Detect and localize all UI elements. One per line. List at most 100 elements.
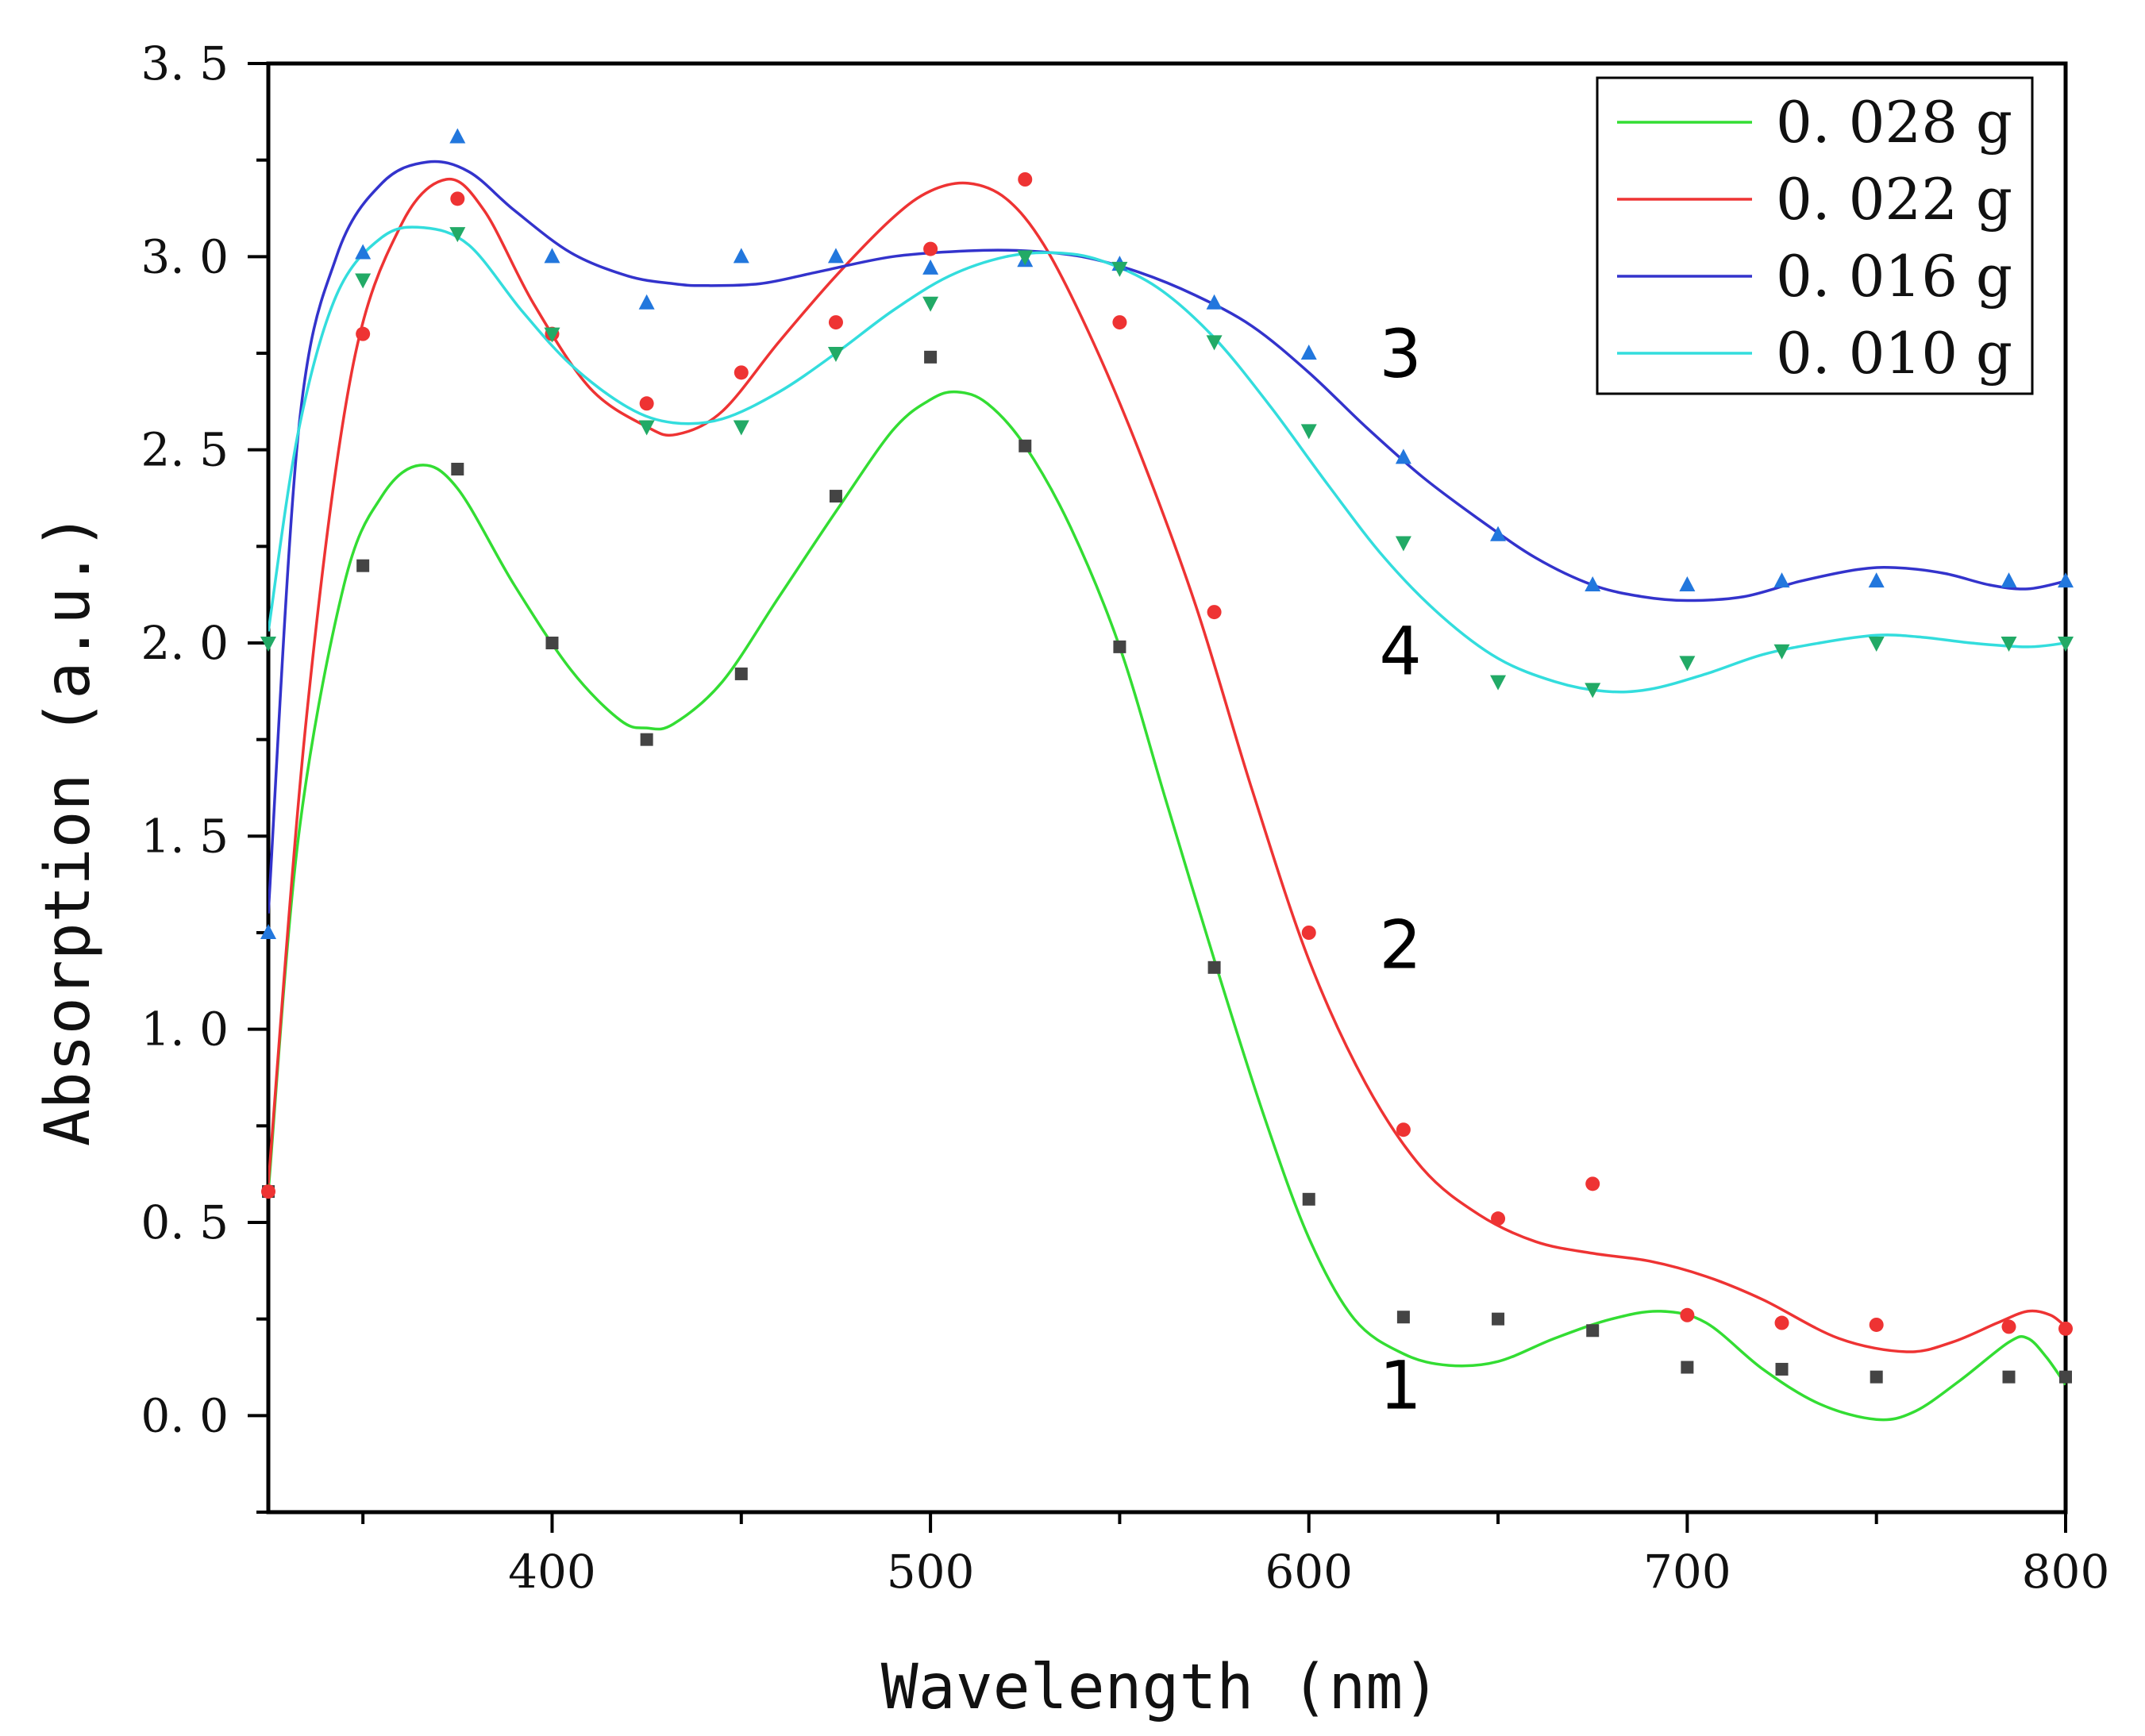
- series-2-point: [1585, 1176, 1600, 1191]
- curve-label-2: 2: [1379, 906, 1421, 984]
- series-4-point: [449, 227, 466, 243]
- series-1-point: [1113, 640, 1126, 653]
- series-4-point: [1490, 675, 1507, 691]
- series-3-point: [2058, 572, 2074, 588]
- series-1-point: [545, 637, 559, 649]
- series-4-point: [260, 637, 276, 652]
- series-4-point: [1111, 261, 1128, 277]
- series-4-point: [1679, 656, 1696, 672]
- series-2-point: [2058, 1321, 2073, 1336]
- y-tick-label: 0. 5: [141, 1195, 229, 1249]
- series-1-point: [734, 667, 748, 680]
- y-tick-label: 2. 0: [141, 616, 229, 670]
- series-3-point: [2001, 572, 2017, 588]
- y-tick-label: 1. 5: [141, 809, 229, 863]
- series-2-point: [1774, 1315, 1789, 1330]
- series-2-point: [923, 241, 938, 256]
- series-4-point: [1868, 637, 1885, 652]
- series-3-point: [1395, 448, 1411, 464]
- series-1-point: [1302, 1192, 1315, 1206]
- axes-layer: 400 500 600 700 800 0. 0 0. 5 1. 0 1. 5 2. 0 2. 5 3…: [141, 37, 2109, 1599]
- series-3-point: [544, 248, 560, 264]
- x-tick-label: 800: [2022, 1545, 2110, 1599]
- legend-label-2: 0. 022 g: [1776, 166, 2012, 233]
- series-2-point: [1680, 1307, 1695, 1322]
- series-4-point: [2001, 637, 2017, 652]
- series-4-point: [1395, 536, 1411, 552]
- series-3-point: [1679, 576, 1696, 591]
- curves-layer: [268, 160, 2066, 1422]
- series-1-point: [2002, 1370, 2016, 1384]
- x-tick-label: 500: [887, 1545, 975, 1599]
- series-1-point: [829, 490, 842, 503]
- series-1-point: [2059, 1370, 2072, 1384]
- series-3-point: [638, 294, 655, 310]
- y-tick-label: 1. 0: [141, 1003, 229, 1057]
- series-1-point: [640, 733, 653, 746]
- series-3-point: [1868, 572, 1885, 588]
- x-tick-label: 700: [1643, 1545, 1731, 1599]
- series-4-point: [1585, 683, 1601, 699]
- series-1-point: [1681, 1361, 1694, 1374]
- x-tick-label: 400: [508, 1545, 596, 1599]
- series-2-point: [828, 315, 843, 330]
- series-1-point: [1492, 1312, 1505, 1326]
- series-2-point: [356, 326, 371, 341]
- series-3-point: [733, 248, 749, 264]
- series-3-point: [827, 248, 844, 264]
- y-tick-label: 2. 5: [141, 423, 229, 477]
- series-3-point: [449, 128, 466, 144]
- series-1-point: [356, 559, 370, 572]
- series-2-point: [734, 365, 749, 380]
- legend: 0. 028 g 0. 022 g 0. 016 g 0. 010 g: [1596, 76, 2034, 395]
- series-1-point: [1207, 960, 1221, 974]
- y-tick-label: 3. 0: [141, 229, 229, 283]
- series-4-point: [638, 420, 655, 436]
- series-1-point: [1775, 1362, 1789, 1376]
- series-1-point: [451, 463, 464, 475]
- series-4-fit-line: [268, 225, 2066, 694]
- series-3-point: [1300, 345, 1317, 360]
- curve-labels-layer: 1 2 3 4: [1379, 315, 1421, 1424]
- series-2-point: [1396, 1122, 1411, 1137]
- x-tick-label: 600: [1265, 1545, 1353, 1599]
- plot-frame: [266, 61, 2068, 1515]
- series-1-point: [924, 350, 938, 364]
- series-2-point: [261, 1184, 275, 1199]
- series-3-point: [1773, 572, 1790, 588]
- series-4-point: [355, 273, 372, 289]
- series-4-point: [1300, 424, 1317, 440]
- series-3-point: [922, 259, 939, 275]
- series-4-point: [733, 420, 749, 436]
- series-3-point: [1206, 294, 1223, 310]
- series-1-point: [1019, 439, 1032, 452]
- series-2-fit-line: [268, 177, 2066, 1353]
- legend-label-1: 0. 028 g: [1776, 89, 2012, 156]
- points-layer: [260, 128, 2074, 1384]
- series-4-point: [827, 347, 844, 362]
- series-4-point: [1773, 644, 1790, 660]
- y-tick-label: 3. 5: [141, 37, 229, 90]
- series-2-point: [1018, 172, 1033, 187]
- series-3-point: [260, 924, 276, 939]
- y-axis-title: Absorption (a.u.): [33, 513, 104, 1146]
- series-2-point: [1207, 605, 1222, 620]
- series-4-point: [1017, 250, 1034, 266]
- series-3-point: [1585, 576, 1601, 591]
- series-1-point: [1586, 1324, 1600, 1338]
- series-3-point: [1490, 525, 1507, 541]
- series-1-point: [1396, 1311, 1410, 1324]
- series-3-point: [355, 244, 372, 260]
- series-2-point: [1491, 1211, 1506, 1226]
- series-4-point: [544, 327, 560, 343]
- series-1-fit-line: [268, 390, 2066, 1422]
- curve-label-3: 3: [1379, 315, 1421, 393]
- legend-label-4: 0. 010 g: [1776, 320, 2012, 387]
- legend-label-3: 0. 016 g: [1776, 243, 2012, 310]
- curve-label-4: 4: [1379, 613, 1421, 691]
- series-2-point: [639, 396, 654, 411]
- legend-box: [1596, 76, 2034, 395]
- series-1-point: [1870, 1370, 1883, 1384]
- series-2-point: [1301, 926, 1316, 940]
